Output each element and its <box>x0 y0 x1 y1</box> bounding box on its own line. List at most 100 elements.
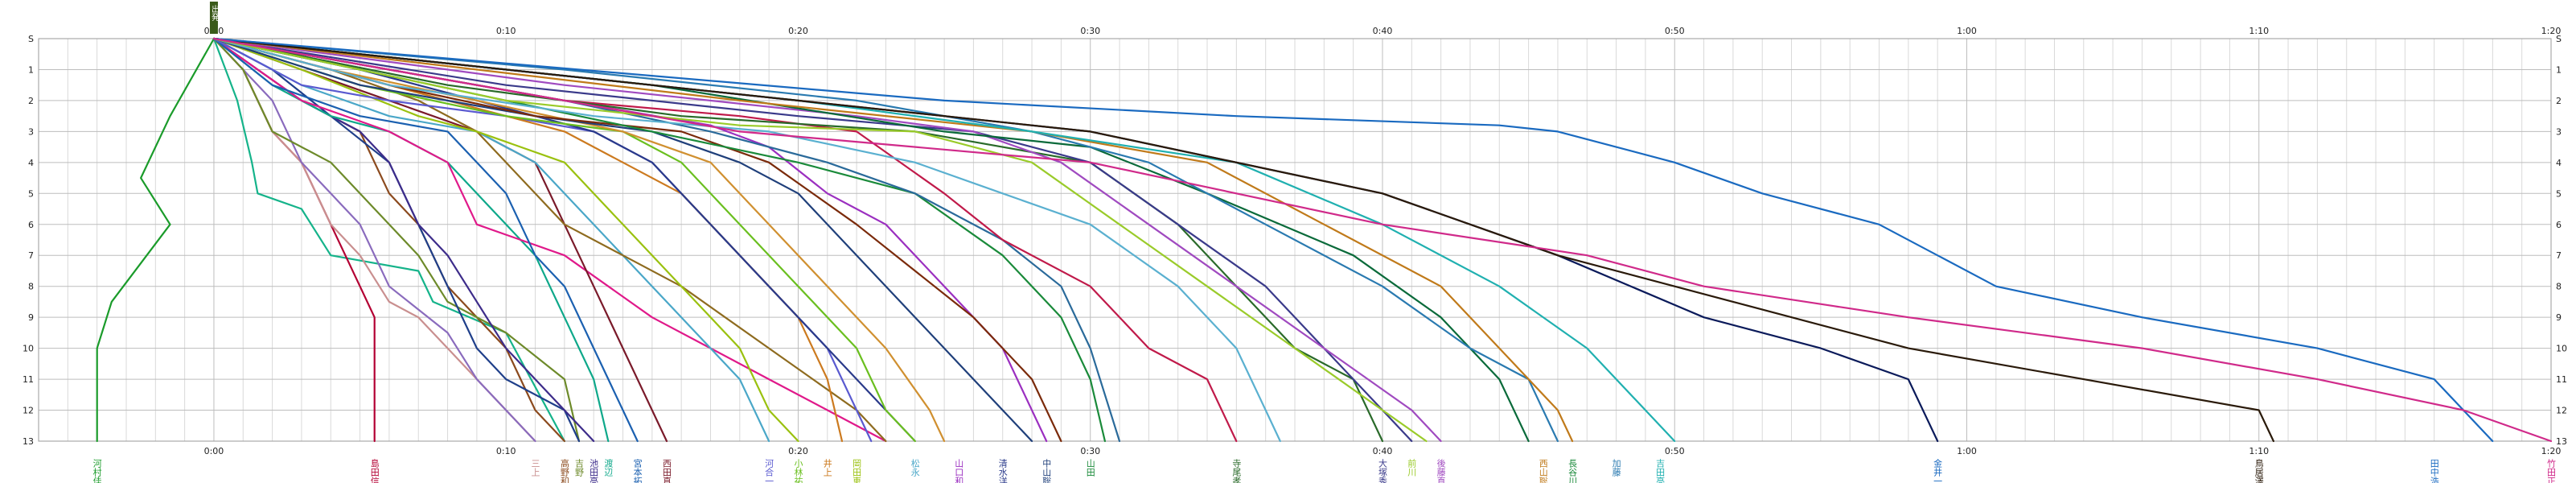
x-tick-label-bottom: 0:20 <box>788 446 808 456</box>
series-line <box>212 37 668 443</box>
y-tick-label-left: 3 <box>28 126 34 137</box>
y-tick-label-left: 11 <box>23 374 34 385</box>
series-line <box>212 37 1413 443</box>
x-axis-top: 0:000:100:200:300:400:501:001:101:20 <box>204 26 2562 36</box>
series-line <box>212 37 1033 443</box>
finish-label: 井上 <box>822 458 832 477</box>
series-line <box>212 37 1121 443</box>
y-tick-label-left: 10 <box>23 344 34 354</box>
finish-label: 長谷川 <box>1567 459 1578 483</box>
finish-label: 加藤 <box>1611 459 1621 477</box>
finish-label: 岡田恵 <box>852 459 862 483</box>
series-line <box>212 37 1559 443</box>
y-tick-label-left: S <box>28 34 34 44</box>
series-line <box>212 37 916 443</box>
x-tick-label-top: 1:00 <box>1957 26 1977 36</box>
y-tick-label-left: 6 <box>28 220 34 230</box>
x-tick-label-bottom: 0:00 <box>204 446 224 456</box>
x-axis-bottom: 0:00 0:10 0:20 0:30 0:40 0:50 1:00 1:10 1:20 <box>204 446 2562 456</box>
y-tick-label-right: 1 <box>2556 64 2562 75</box>
finish-label: 前川 <box>1407 458 1417 477</box>
series-line <box>212 37 536 443</box>
x-tick-label-bottom: 0:50 <box>1665 446 1685 456</box>
series-line <box>212 37 1442 443</box>
finish-label: 高野和 <box>559 458 569 483</box>
y-tick-label-left: 8 <box>28 282 34 292</box>
finish-label: 小林祐 <box>793 459 803 483</box>
finish-label: 池田亮 <box>589 459 599 483</box>
finish-label: 吉田亮 <box>1655 459 1666 483</box>
series-line <box>212 37 376 443</box>
finish-label: 松永 <box>910 458 920 477</box>
finish-label: 島田信 <box>369 458 380 483</box>
start-marker-box <box>209 2 218 34</box>
series-line <box>212 37 1107 443</box>
finish-label: 清水洋 <box>997 459 1008 483</box>
finish-label: 山口和 <box>954 459 964 483</box>
finish-label: 河村佳 <box>92 459 102 483</box>
series-line <box>212 37 946 443</box>
y-tick-label-right: 6 <box>2556 220 2562 230</box>
series-line <box>212 37 2553 443</box>
y-tick-label-right: 5 <box>2556 188 2562 199</box>
y-tick-label-right: 9 <box>2556 312 2562 323</box>
x-tick-label-bottom: 0:10 <box>496 446 516 456</box>
finish-label: 鳥居澤 <box>2253 458 2264 483</box>
y-tick-label-left: 9 <box>28 312 34 323</box>
x-tick-label-bottom: 0:30 <box>1080 446 1100 456</box>
series-line <box>212 37 770 443</box>
finish-label: 西山聡 <box>1538 459 1548 483</box>
plot-frame <box>38 38 2552 442</box>
y-tick-label-right: 7 <box>2556 250 2562 261</box>
finish-label: 竹田正 <box>2546 458 2557 483</box>
x-tick-label-bottom: 1:00 <box>1957 446 1977 456</box>
series-line <box>212 37 639 443</box>
y-tick-label-left: 4 <box>28 158 34 168</box>
y-tick-label-left: 2 <box>28 96 34 106</box>
y-tick-label-right: 3 <box>2556 126 2562 137</box>
series-lines <box>96 37 2553 443</box>
y-tick-label-right: 11 <box>2556 374 2567 385</box>
finish-label: 渡辺 <box>603 458 614 477</box>
finish-label: 金井一 <box>1933 458 1943 483</box>
start-marker-label: 出発 <box>209 4 219 22</box>
series-line <box>212 37 1062 443</box>
finish-label: 宮本拓 <box>632 458 643 483</box>
y-tick-label-right: S <box>2556 34 2562 44</box>
series-line <box>212 37 2494 443</box>
y-tick-label-left: 5 <box>28 188 34 199</box>
chart-grid <box>38 38 2552 442</box>
series-line <box>212 37 1281 443</box>
y-tick-label-right: 12 <box>2556 406 2567 416</box>
y-tick-label-left: 12 <box>23 406 34 416</box>
x-tick-label-top: 0:50 <box>1665 26 1685 36</box>
finish-label: 三上 <box>530 459 540 477</box>
finish-label: 吉野 <box>574 459 585 477</box>
series-line <box>212 37 610 443</box>
y-tick-label-left: 13 <box>23 436 34 447</box>
series-line <box>212 37 581 443</box>
x-tick-label-bottom: 0:40 <box>1373 446 1393 456</box>
x-tick-label-top: 0:30 <box>1080 26 1100 36</box>
x-tick-label-top: 1:20 <box>2541 26 2562 36</box>
series-line <box>212 37 1574 443</box>
y-tick-label-right: 4 <box>2556 158 2562 168</box>
finish-label: 後藤直 <box>1436 458 1446 483</box>
x-tick-label-top: 0:10 <box>496 26 516 36</box>
series-line <box>212 37 566 443</box>
finish-label: 田中浩 <box>2429 459 2439 483</box>
y-tick-label-right: 8 <box>2556 282 2562 292</box>
series-line <box>212 37 799 443</box>
y-tick-label-left: 7 <box>28 250 34 261</box>
finish-label: 河合一 <box>764 459 774 483</box>
y-tick-label-right: 13 <box>2556 436 2567 447</box>
series-line <box>212 37 2274 443</box>
x-tick-label-top: 1:10 <box>2249 26 2269 36</box>
series-line <box>212 37 887 443</box>
y-tick-label-right: 2 <box>2556 96 2562 106</box>
x-tick-label-bottom: 1:20 <box>2541 446 2562 456</box>
series-line <box>212 37 1428 443</box>
